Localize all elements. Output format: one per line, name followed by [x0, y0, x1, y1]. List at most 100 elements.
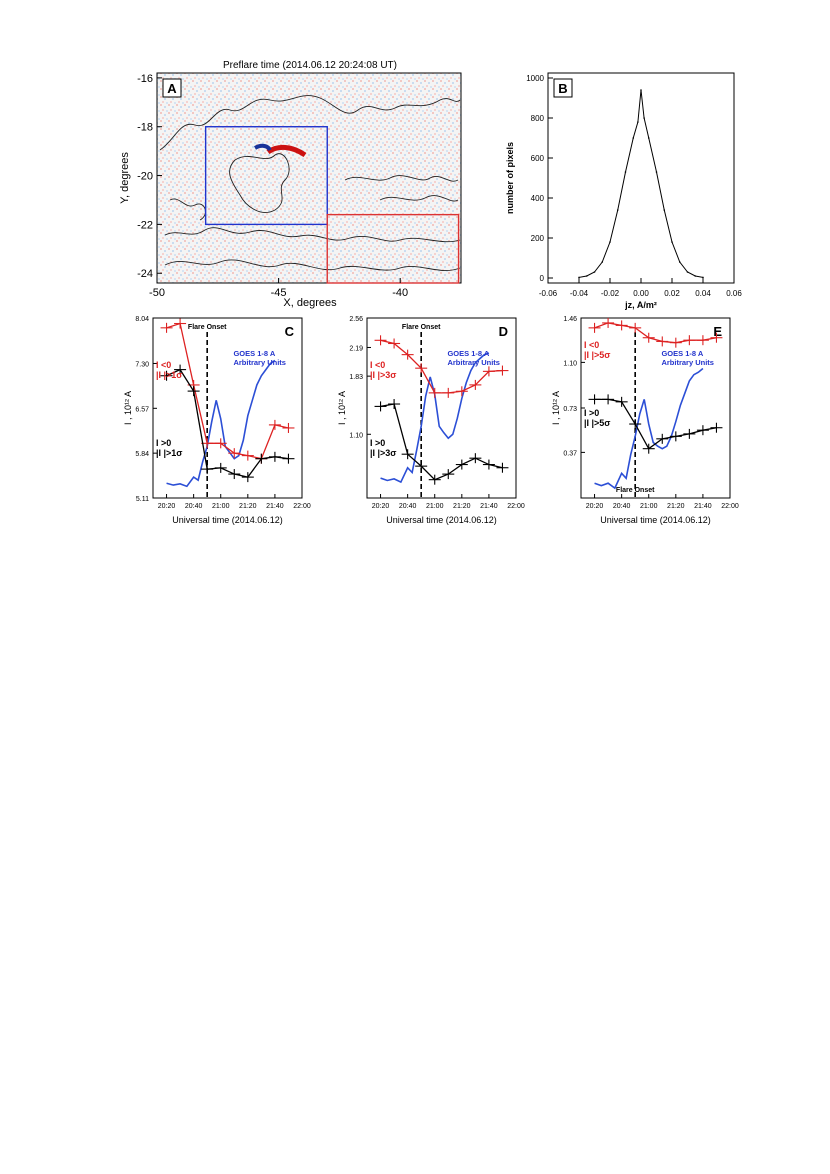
- goes-label-1: GOES 1-8 A: [447, 349, 489, 358]
- panel-b-ytick-label: 600: [531, 154, 545, 163]
- panel-b-bin: [678, 261, 681, 263]
- panel-b-bin: [578, 276, 580, 279]
- xtick-label: 21:00: [426, 503, 444, 510]
- panel-b-xtick-label: 0.04: [695, 289, 711, 298]
- xtick-label: 21:40: [694, 503, 712, 510]
- series-label-1: I >0: [584, 408, 599, 418]
- series-line: [594, 322, 717, 344]
- panel-frame: [366, 317, 517, 499]
- flare-onset-label: Flare Onset: [616, 487, 655, 494]
- series-label-2: |I |>3σ: [370, 370, 396, 380]
- goes-curve: [594, 367, 704, 490]
- panel-b-ytick-label: 1000: [526, 74, 544, 83]
- xtick-label: 21:40: [266, 503, 284, 510]
- goes-label-1: GOES 1-8 A: [233, 349, 275, 358]
- panel-b-bin: [616, 209, 619, 211]
- panel-ylabel: I , 10¹² A: [551, 391, 561, 425]
- goes-label-2: Arbitrary Units: [233, 358, 286, 367]
- panel-b-ytick-label: 0: [540, 274, 545, 283]
- panel-a-xlabel: X, degrees: [283, 297, 337, 309]
- panel-d: D 20:20 20:40 21:00 21:20 21:40 22:00 Universal…: [337, 316, 525, 525]
- panel-b-histogram: [578, 89, 704, 278]
- ytick-label: 0.73: [563, 406, 577, 413]
- panel-frame: [580, 317, 731, 499]
- panel-a-title: Preflare time (2014.06.12 20:24:08 UT): [223, 60, 397, 71]
- panel-a-region-box: [204, 126, 328, 226]
- panel-b-bin: [686, 271, 689, 273]
- ytick-label: 5.84: [135, 451, 149, 458]
- xtick-label: 21:20: [667, 503, 685, 510]
- ytick-label: 7.30: [135, 361, 149, 368]
- goes-label-2: Arbitrary Units: [661, 358, 714, 367]
- panel-letter: D: [499, 324, 508, 339]
- panel-xlabel: Universal time (2014.06.12): [172, 515, 283, 525]
- panel-b-bin: [632, 137, 635, 139]
- panel-b-bin: [671, 241, 673, 243]
- ytick-label: 1.10: [563, 360, 577, 367]
- goes-curve: [380, 352, 490, 484]
- panel-b-bin: [663, 209, 666, 211]
- xtick-label: 21:20: [453, 503, 471, 510]
- ytick-label: 6.57: [135, 406, 149, 413]
- panel-a-strong-positive: [266, 145, 307, 158]
- ytick-label: 8.04: [135, 316, 149, 323]
- panel-b-bin: [647, 137, 650, 139]
- ytick-label: 1.10: [349, 432, 363, 439]
- panel-b-bin: [593, 271, 596, 273]
- panel-b-xtick-label: 0.02: [664, 289, 680, 298]
- ytick-label: 1.46: [563, 316, 577, 323]
- panel-b-bin: [643, 117, 645, 119]
- panel-b-xtick-label: 0.00: [633, 289, 649, 298]
- series-line: [380, 339, 503, 394]
- panel-a-ytick-label: -22: [137, 219, 153, 231]
- panel-b-bin: [694, 275, 697, 277]
- series-line: [380, 403, 503, 481]
- panel-b-bin: [702, 276, 704, 279]
- xtick-label: 20:20: [158, 503, 176, 510]
- panel-b-xtick-label: -0.02: [601, 289, 620, 298]
- ytick-label: 1.83: [349, 374, 363, 381]
- series-label-2: |I |>1σ: [156, 448, 182, 458]
- panel-letter: E: [713, 324, 722, 339]
- panel-a-xtick-label: -40: [392, 287, 408, 299]
- panel-b: B -0.06 -0.04 -0.02 0.00 0.02 0.04 0.06 0 200 40…: [505, 72, 742, 310]
- panel-b-bin: [624, 171, 627, 173]
- xtick-label: 22:00: [293, 503, 311, 510]
- panel-b-ytick-label: 400: [531, 194, 545, 203]
- panel-a-letter: A: [167, 81, 177, 96]
- panel-a-frame: [156, 72, 462, 284]
- goes-label-2: Arbitrary Units: [447, 358, 500, 367]
- panel-a-xtick-label: -45: [271, 287, 287, 299]
- panel-e: E 20:20 20:40 21:00 21:20 21:40 22:00 Universal…: [551, 316, 739, 525]
- panel-b-xtick-label: -0.04: [570, 289, 589, 298]
- panel-b-letter-box: [553, 78, 573, 98]
- series-label-1: I <0: [370, 360, 385, 370]
- panel-a-ytick-label: -24: [137, 268, 153, 280]
- panel-xlabel: Universal time (2014.06.12): [386, 515, 497, 525]
- series-label-2: |I |>3σ: [370, 448, 396, 458]
- xtick-label: 22:00: [507, 503, 525, 510]
- panel-ylabel: I , 10¹² A: [123, 391, 133, 425]
- series-line: [166, 322, 289, 460]
- panel-b-xtick-label: 0.06: [726, 289, 742, 298]
- series-label-1: I >0: [370, 438, 385, 448]
- panel-a-contours: [159, 95, 461, 271]
- panel-a-letter-box: [162, 78, 182, 98]
- panel-b-bin: [640, 89, 642, 91]
- panel-b-bin: [637, 121, 639, 123]
- panel-b-ytick-label: 800: [531, 114, 545, 123]
- xtick-label: 21:00: [212, 503, 230, 510]
- xtick-label: 21:40: [480, 503, 498, 510]
- panel-b-bin: [601, 261, 604, 263]
- panel-b-bin: [655, 171, 658, 173]
- ytick-label: 2.19: [349, 345, 363, 352]
- panel-a: Preflare time (2014.06.12 20:24:08 UT): [119, 60, 462, 309]
- series-label-1: I <0: [156, 360, 171, 370]
- xtick-label: 20:40: [613, 503, 631, 510]
- panel-b-xtick-label: -0.06: [539, 289, 558, 298]
- goes-label-1: GOES 1-8 A: [661, 349, 703, 358]
- series-label-2: |I |>5σ: [584, 350, 610, 360]
- flare-onset-label: Flare Onset: [188, 324, 227, 331]
- xtick-label: 20:40: [399, 503, 417, 510]
